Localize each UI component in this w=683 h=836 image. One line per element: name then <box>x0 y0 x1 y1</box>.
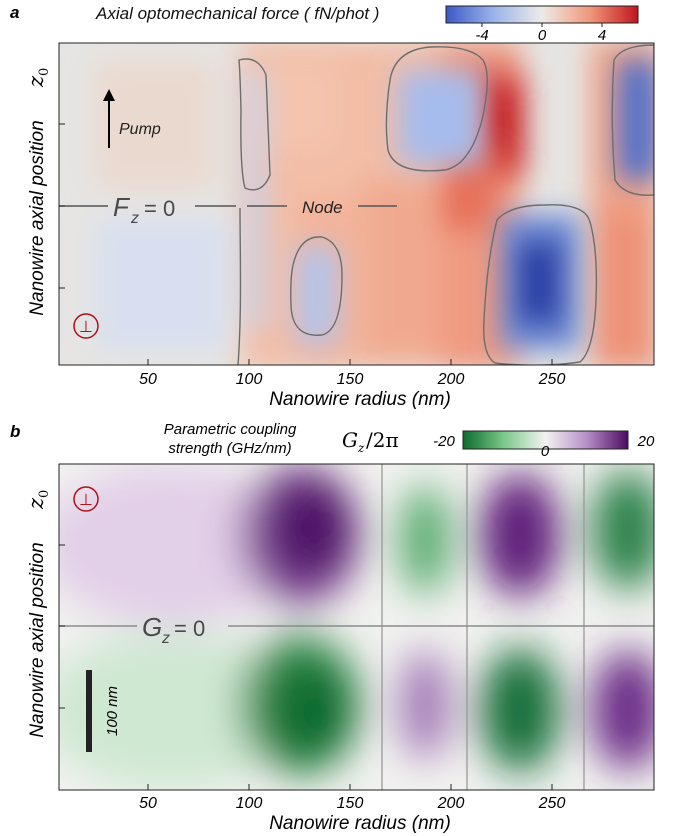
gz-cbar-symbol: G <box>342 428 358 452</box>
b-ylabel-symbol: z <box>24 497 48 510</box>
fz-subscript: z <box>130 210 139 227</box>
pump-label: Pump <box>119 121 161 138</box>
gz-subscript: z <box>161 630 170 647</box>
b-xtick-150: 150 <box>337 795 364 812</box>
a-xtick-50: 50 <box>139 371 157 388</box>
gz-equals-zero: = 0 <box>174 616 205 641</box>
panel-a-heatmap: F z = 0 Node Pump ⊥ <box>59 43 654 365</box>
gz-cbar-rest: /2π <box>366 428 399 452</box>
panel-a-colorbar <box>445 5 639 24</box>
gz-cbar-subscript: z <box>357 441 365 455</box>
b-cbar-tick-2: 20 <box>637 433 655 450</box>
fz-equals-zero: = 0 <box>144 196 175 221</box>
a-ylabel-symbol: z <box>24 75 48 88</box>
pump-arrow-head <box>103 89 115 101</box>
panel-a-colorbar-title: Axial optomechanical force ( fN/phot ) <box>95 4 379 23</box>
panel-a-letter: a <box>10 3 19 22</box>
a-xtick-100: 100 <box>236 371 263 388</box>
b-xtick-100: 100 <box>236 795 263 812</box>
node-label: Node <box>302 198 343 217</box>
polarization-icon-a <box>73 313 99 339</box>
panel-b-frame <box>58 463 655 791</box>
panel-a-cbar-tick-2: 4 <box>598 27 606 44</box>
fz-symbol: F <box>113 192 131 222</box>
panel-b-cbar-title-1: Parametric coupling <box>164 421 297 438</box>
b-xtick-250: 250 <box>538 795 566 812</box>
polarization-symbol-a: ⊥ <box>79 319 93 336</box>
panel-b-heatmap: G z = 0 ⊥ 100 nm <box>59 464 654 790</box>
scale-bar-label: 100 nm <box>104 686 121 736</box>
panel-b-colorbar <box>462 430 629 450</box>
b-xlabel: Nanowire radius (nm) <box>269 813 451 834</box>
panel-a-cbar-tick-1: 0 <box>538 27 547 44</box>
scale-bar <box>86 670 92 752</box>
b-ylabel: Nanowire axial position <box>27 542 48 737</box>
a-xtick-250: 250 <box>538 371 566 388</box>
panel-a-cbar-tick-0: -4 <box>475 27 488 44</box>
a-ylabel: Nanowire axial position <box>27 120 48 315</box>
panel-a-frame <box>58 42 655 366</box>
a-xtick-150: 150 <box>337 371 364 388</box>
a-xtick-200: 200 <box>437 371 465 388</box>
a-ylabel-subscript: 0 <box>37 68 52 76</box>
b-ylabel-subscript: 0 <box>37 490 52 498</box>
b-cbar-tick-1: 0 <box>541 443 550 460</box>
panel-b-letter: b <box>10 422 20 441</box>
polarization-icon-b <box>73 486 99 512</box>
gz-symbol: G <box>142 612 162 642</box>
polarization-symbol-b: ⊥ <box>79 492 93 509</box>
b-xtick-50: 50 <box>139 795 157 812</box>
b-xtick-200: 200 <box>437 795 465 812</box>
a-xlabel: Nanowire radius (nm) <box>269 389 451 410</box>
b-cbar-tick-0: -20 <box>433 433 455 450</box>
panel-b-cbar-title-2: strength (GHz/nm) <box>168 440 291 457</box>
